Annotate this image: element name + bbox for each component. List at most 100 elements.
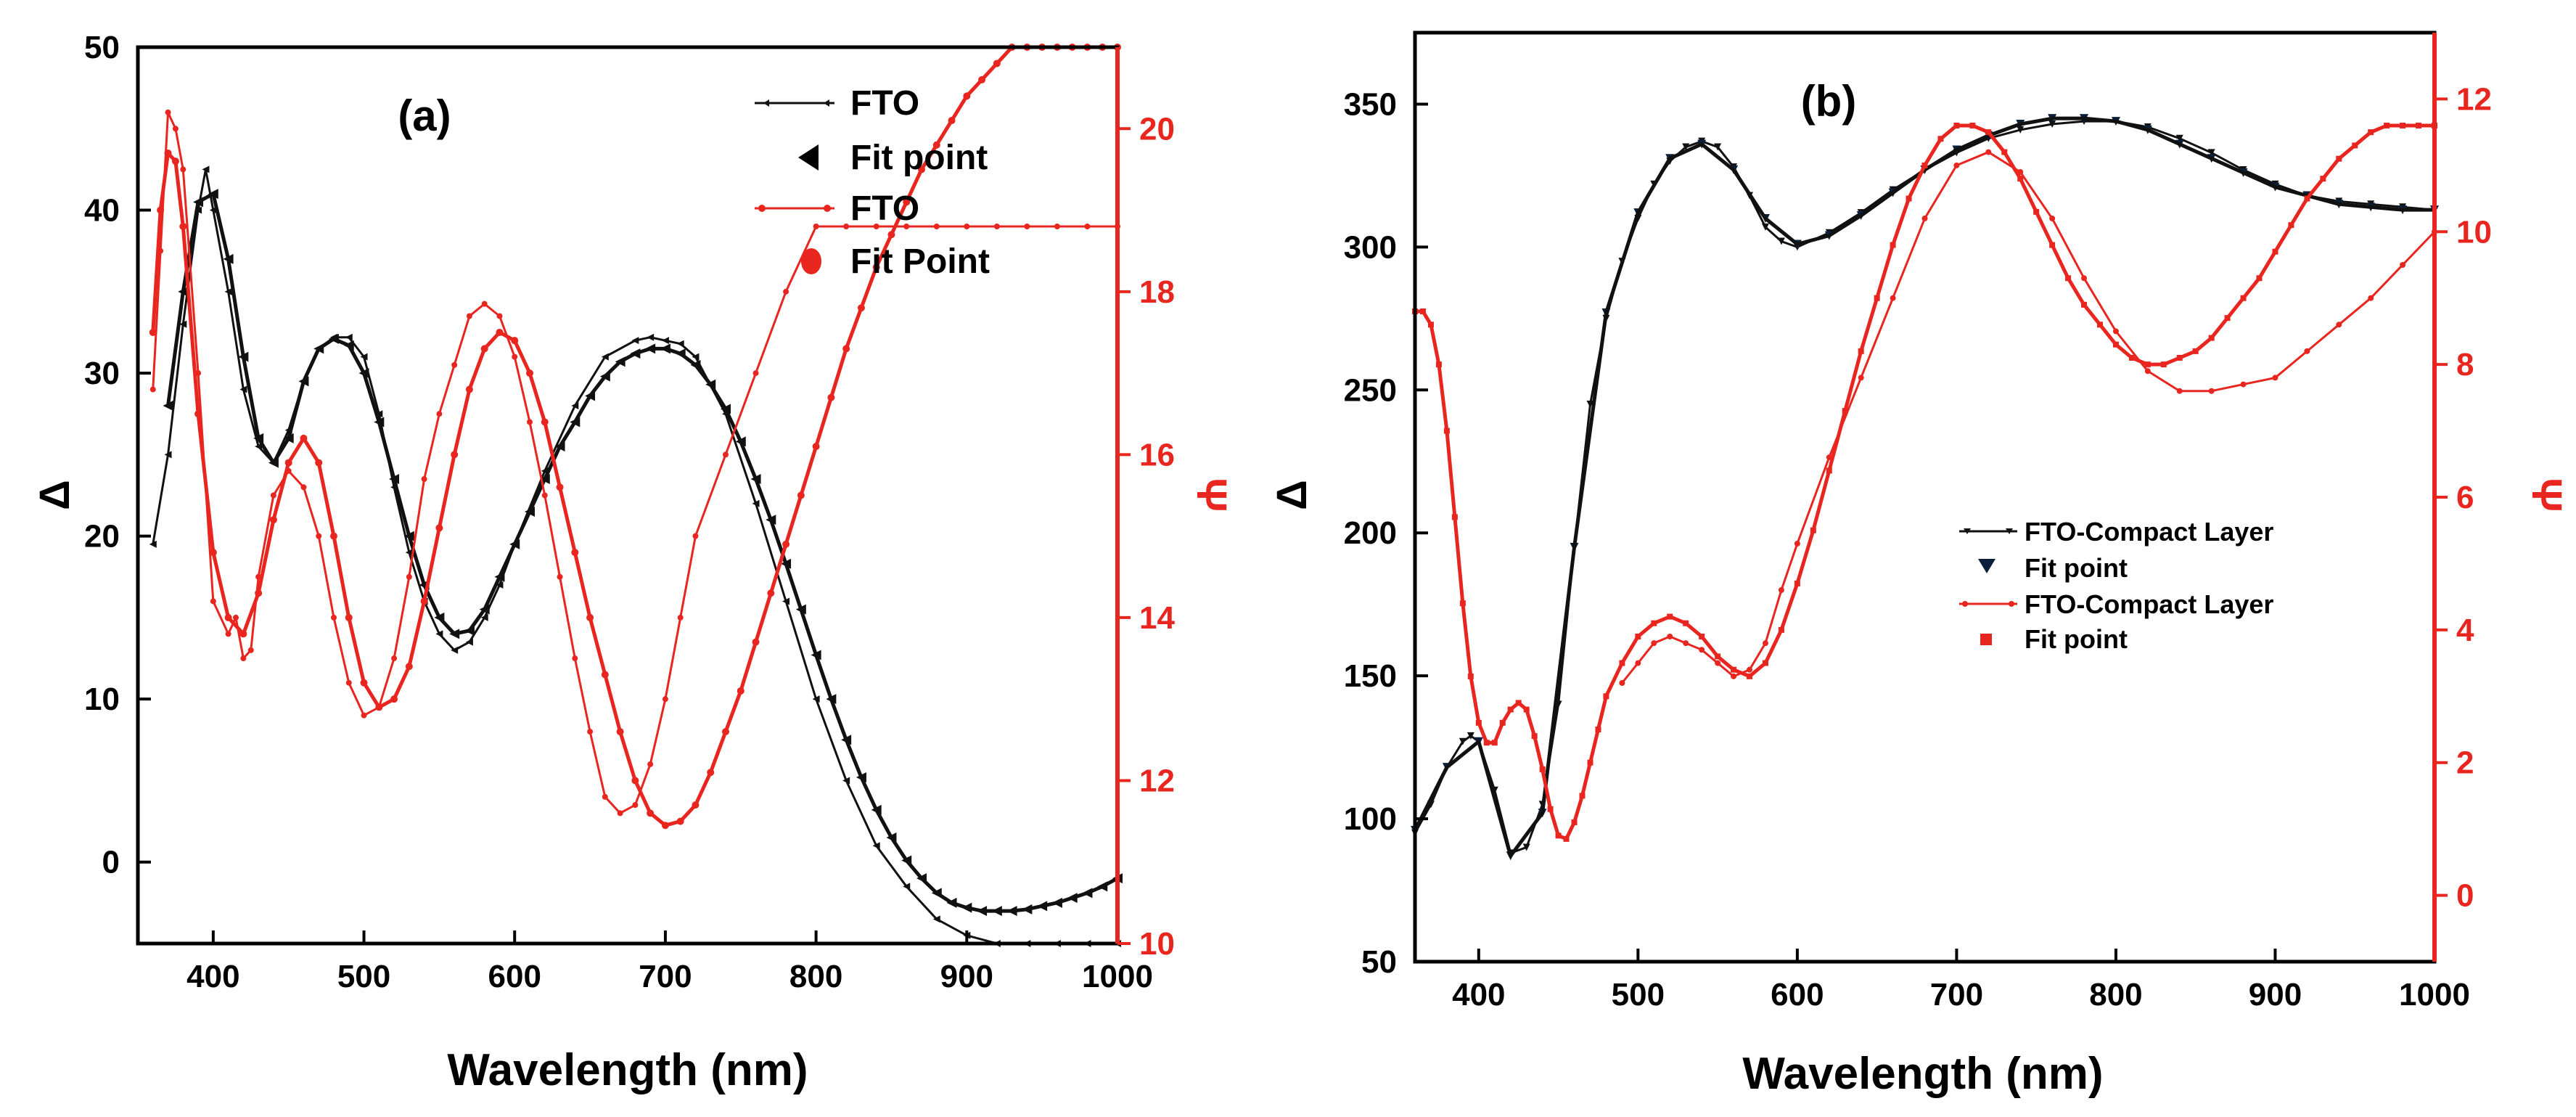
- series-1-3: [1412, 123, 2437, 842]
- x-tick-label: 700: [639, 959, 692, 994]
- panel-a-y2-axis-label: Ψ: [1188, 478, 1235, 512]
- y2-tick-label: 16: [1139, 437, 1175, 472]
- legend-a-marker-2: [798, 144, 819, 171]
- data-point: [2175, 134, 2183, 142]
- legend-b-entry-2: Fit point: [1978, 553, 2128, 583]
- data-point: [1714, 143, 1722, 151]
- data-point: [1747, 666, 1753, 673]
- data-point: [1890, 295, 1896, 301]
- y2-tick-label: 14: [1139, 600, 1175, 636]
- data-point: [602, 793, 608, 800]
- panel-a-x-ticks: 400 500 600 700 800 900 1000: [186, 930, 1153, 994]
- legend-a-text-4: Fit Point: [850, 242, 990, 281]
- data-point: [676, 340, 684, 348]
- data-point: [2304, 348, 2310, 354]
- y2-tick-label: 10: [2456, 214, 2492, 250]
- y2-tick-label: 18: [1139, 274, 1175, 310]
- data-point: [2081, 275, 2088, 282]
- legend-b-text-3: FTO-Compact Layer: [2025, 589, 2273, 619]
- series-line: [1621, 150, 2436, 684]
- legend-b-text-1: FTO-Compact Layer: [2025, 517, 2273, 547]
- x-tick-label: 1000: [1082, 959, 1153, 994]
- legend-a-text-1: FTO: [850, 84, 919, 123]
- data-point: [1667, 634, 1673, 639]
- data-point: [647, 333, 655, 341]
- data-point: [239, 385, 247, 393]
- data-point: [360, 353, 368, 361]
- data-point: [375, 410, 383, 418]
- data-point: [1699, 647, 1705, 653]
- data-point: [662, 696, 668, 703]
- y-tick-label: 0: [102, 845, 120, 880]
- data-point: [2176, 388, 2183, 394]
- legend-b-marker-3b: [2009, 601, 2014, 607]
- data-point: [843, 224, 850, 229]
- legend-b-entry-3: FTO-Compact Layer: [1959, 589, 2273, 619]
- data-point: [1777, 237, 1785, 245]
- legend-b-text-4: Fit point: [2025, 624, 2128, 654]
- y2-tick-label: 6: [2456, 480, 2474, 515]
- x-tick-label: 800: [2089, 977, 2142, 1012]
- data-point: [1651, 640, 1657, 647]
- data-point: [571, 402, 579, 409]
- data-point: [2368, 295, 2374, 301]
- data-point: [179, 320, 187, 328]
- y-tick-label: 300: [1344, 229, 1397, 265]
- data-point: [225, 631, 231, 637]
- legend-a-entry-4: Fit Point: [801, 242, 990, 281]
- data-point: [782, 597, 790, 605]
- data-point: [496, 313, 503, 319]
- data-point: [1682, 143, 1690, 151]
- panel-b-y-axis-label: Δ: [1268, 480, 1316, 510]
- y-tick-label: 50: [84, 30, 120, 65]
- data-point: [496, 581, 504, 589]
- y-tick-label: 350: [1344, 86, 1397, 122]
- data-point: [1985, 149, 1992, 155]
- y2-tick-label: 10: [1139, 926, 1175, 962]
- legend-b-marker-1: [1964, 528, 2013, 534]
- data-point: [406, 573, 412, 580]
- data-point: [149, 540, 157, 548]
- series-0-1: [163, 189, 1123, 917]
- data-point: [2207, 149, 2215, 157]
- data-point: [165, 109, 171, 115]
- panel-a-y-axis-label: Δ: [31, 480, 78, 510]
- panel-b-label: (b): [1801, 77, 1857, 126]
- data-point: [316, 533, 322, 539]
- data-point: [2017, 126, 2025, 134]
- x-tick-label: 400: [1452, 977, 1505, 1012]
- data-point: [481, 300, 488, 307]
- data-point: [842, 777, 850, 785]
- legend-a-entry-3: FTO: [755, 189, 919, 228]
- data-point: [451, 646, 459, 654]
- data-point: [465, 638, 473, 646]
- data-point: [964, 224, 970, 229]
- data-point: [1635, 660, 1641, 666]
- data-point: [2336, 322, 2342, 328]
- data-point: [2112, 328, 2119, 335]
- y2-tick-label: 4: [2456, 613, 2474, 648]
- panel-b-y2-ticks: 0 2 4 6 8 10 12: [2432, 33, 2492, 962]
- data-point: [210, 598, 216, 605]
- panel-a-y2-ticks: 10 12 14 16 18 20: [1115, 47, 1175, 962]
- legend-a-entry-1: FTO: [755, 84, 919, 123]
- data-point: [1715, 660, 1721, 666]
- legend-b-marker-4: [1980, 634, 1992, 645]
- data-point: [480, 613, 488, 621]
- legend-a-marker-3b: [824, 205, 831, 212]
- panel-a-y-ticks: 0 10 20 30 40 50: [84, 30, 151, 880]
- data-point: [933, 224, 940, 229]
- data-point: [527, 419, 533, 425]
- x-tick-label: 1000: [2399, 977, 2470, 1012]
- data-point: [617, 810, 623, 817]
- data-point: [1794, 541, 1800, 547]
- data-point: [345, 679, 352, 686]
- data-point: [180, 166, 186, 173]
- data-point: [587, 729, 594, 735]
- data-point: [435, 630, 443, 638]
- data-point: [723, 451, 729, 458]
- legend-a-text-3: FTO: [850, 189, 919, 228]
- data-point: [541, 492, 548, 499]
- y2-tick-label: 20: [1139, 111, 1175, 147]
- x-tick-label: 500: [337, 959, 390, 994]
